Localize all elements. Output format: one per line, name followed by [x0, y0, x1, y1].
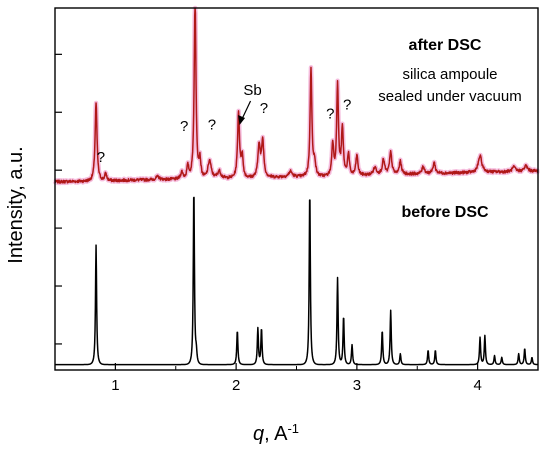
unknown-peak-mark: ? [343, 96, 351, 113]
series-line-after-dsc [54, 7, 539, 184]
unknown-peak-mark: ? [208, 116, 216, 133]
x-tick-label: 1 [111, 377, 119, 394]
sb-label: Sb [243, 82, 261, 99]
sb-arrow-shaft [240, 100, 252, 121]
x-axis-title-unit: , A [264, 423, 288, 445]
x-axis-title-sup: -1 [287, 421, 299, 436]
plot-border [54, 7, 539, 371]
note-line-2: sealed under vacuum [378, 88, 521, 105]
plot-frame [54, 7, 539, 371]
annotations: after DSC silica ampoule sealed under vacu… [97, 37, 522, 221]
x-tick-label: 4 [473, 377, 481, 394]
axis-ticks: 1 2 3 4 [54, 53, 539, 394]
series-line-before-dsc [54, 196, 539, 366]
x-tick-label: 2 [232, 377, 240, 394]
x-axis-title: q, A-1 [253, 421, 299, 446]
unknown-peak-mark: ? [260, 100, 268, 117]
unknown-peak-mark: ? [326, 105, 334, 122]
series-layer [54, 7, 539, 366]
unknown-peak-mark: ? [180, 118, 188, 135]
y-axis-title: Intensity, a.u. [5, 146, 27, 263]
note-line-1: silica ampoule [402, 66, 497, 83]
after-dsc-label: after DSC [409, 37, 482, 54]
before-dsc-label: before DSC [401, 204, 489, 221]
x-tick-label: 3 [353, 377, 361, 394]
unknown-peak-mark: ? [97, 149, 105, 166]
sb-arrow-head [238, 115, 246, 125]
x-axis-title-q: q [253, 423, 264, 445]
